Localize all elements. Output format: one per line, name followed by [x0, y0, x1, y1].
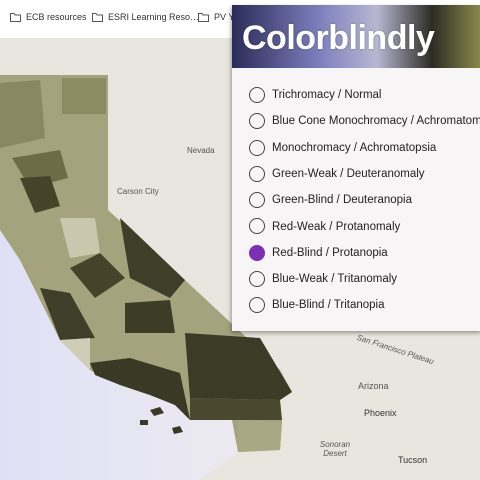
map-label: Tucson [398, 455, 428, 465]
county [20, 176, 60, 213]
popup-title: Colorblindly [242, 19, 435, 57]
radio-button[interactable] [249, 297, 265, 314]
map-label: Arizona [358, 381, 389, 391]
county [90, 358, 190, 420]
folder-icon [10, 13, 21, 22]
radio-button[interactable] [249, 192, 265, 209]
popup-header: Colorblindly [232, 5, 480, 68]
county [185, 333, 292, 400]
county [0, 80, 45, 148]
bookmark-label: PV Y [214, 12, 235, 22]
extension-popup: Colorblindly Trichromacy / Normal Blue Co… [232, 5, 480, 331]
map-label: Sonoran Desert [319, 440, 351, 458]
bookmark[interactable]: ECB resources [10, 12, 87, 22]
county [125, 300, 175, 333]
radio-button[interactable] [249, 271, 265, 288]
island [140, 407, 183, 434]
bookmark[interactable]: ESRI Learning Reso… [92, 12, 199, 22]
county [62, 78, 106, 114]
county [120, 218, 185, 298]
radio-option[interactable]: Green-Weak / Deuteranomaly [249, 163, 425, 185]
map-label: Carson City [117, 187, 159, 196]
radio-option[interactable]: Red-Weak / Protanomaly [249, 216, 400, 238]
bookmark[interactable]: PV Y [198, 12, 234, 22]
county [190, 398, 282, 420]
radio-button[interactable] [249, 139, 265, 156]
radio-option[interactable]: Blue Cone Monochromacy / Achromatom [249, 110, 480, 132]
option-label: Green-Weak / Deuteranomaly [272, 167, 425, 180]
option-label: Red-Blind / Protanopia [272, 246, 388, 259]
option-label: Red-Weak / Protanomaly [272, 220, 401, 233]
option-label: Blue Cone Monochromacy / Achromatom [272, 115, 480, 128]
county [60, 338, 90, 370]
option-label: Blue-Blind / Tritanopia [272, 299, 385, 312]
bookmark-label: ESRI Learning Reso… [108, 12, 200, 22]
radio-button[interactable] [249, 113, 265, 130]
folder-icon [198, 13, 209, 22]
option-label: Trichromacy / Normal [272, 89, 382, 101]
radio-option[interactable]: Trichromacy / Normal [249, 84, 381, 106]
county [60, 218, 100, 258]
option-label: Green-Blind / Deuteranopia [272, 194, 412, 207]
radio-option[interactable]: Monochromacy / Achromatopsia [249, 137, 436, 159]
radio-option[interactable]: Blue-Weak / Tritanomaly [249, 268, 397, 290]
option-label: Monochromacy / Achromatopsia [272, 141, 437, 154]
ocean [0, 228, 238, 480]
option-label: Blue-Weak / Tritanomaly [272, 273, 398, 286]
county [70, 253, 125, 298]
county [40, 288, 95, 340]
radio-button[interactable] [249, 218, 265, 235]
radio-button[interactable] [249, 244, 265, 261]
folder-icon [92, 13, 103, 22]
map-label: Phoenix [364, 408, 397, 418]
radio-option[interactable]: Blue-Blind / Tritanopia [249, 294, 385, 316]
radio-option[interactable]: Green-Blind / Deuteranopia [249, 189, 412, 211]
radio-button[interactable] [249, 86, 265, 103]
county [238, 420, 282, 452]
map-label: Nevada [187, 146, 215, 155]
radio-option[interactable]: Red-Blind / Protanopia [249, 242, 388, 264]
radio-button[interactable] [249, 165, 265, 182]
bookmark-label: ECB resources [26, 12, 87, 22]
